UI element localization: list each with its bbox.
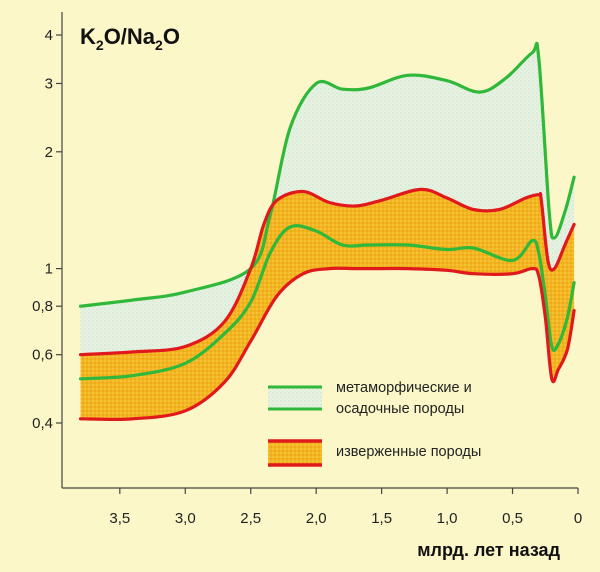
x-tick-label: 1,0 (437, 510, 458, 527)
band-lower-line-1 (78, 224, 576, 381)
x-tick-label: 0,5 (502, 510, 523, 527)
band-fill-2 (80, 189, 575, 420)
y-tick-label: 0,6 (32, 347, 53, 364)
x-tick-label: 1,5 (371, 510, 392, 527)
bands-layer (78, 41, 576, 422)
x-tick-label: 2,0 (306, 510, 327, 527)
y-tick-label: 0,8 (32, 298, 53, 315)
ticks-layer: 0,4 0,6 0,8 1 2 3 4 3,5 3,0 2,5 2,0 1,5 1,0 0,5 0 (32, 27, 582, 527)
legend-swatch-2 (268, 442, 322, 464)
x-axis-label: млрд. лет назад (417, 540, 560, 560)
x-tick-label: 0 (574, 510, 582, 527)
y-tick-label: 4 (45, 27, 53, 44)
band-upper-line-2 (78, 187, 576, 357)
legend-label-1-line-1: метаморфические и (336, 380, 472, 396)
legend-swatch-1 (268, 388, 322, 408)
y-tick-label: 2 (45, 144, 53, 161)
legend-label-2-line-1: изверженные породы (336, 444, 481, 460)
x-tick-label: 3,0 (175, 510, 196, 527)
axes-layer (61, 12, 578, 489)
legend: метаморфические и осадочные породы изверже… (268, 380, 481, 467)
band-lower-line-2 (78, 266, 576, 422)
y-tick-label: 1 (45, 261, 53, 278)
legend-label-1-line-2: осадочные породы (336, 401, 464, 417)
chart-title: K2O/Na2O (80, 24, 180, 53)
x-tick-label: 3,5 (109, 510, 130, 527)
y-tick-label: 3 (45, 75, 53, 92)
y-tick-label: 0,4 (32, 415, 53, 432)
x-tick-label: 2,5 (240, 510, 261, 527)
